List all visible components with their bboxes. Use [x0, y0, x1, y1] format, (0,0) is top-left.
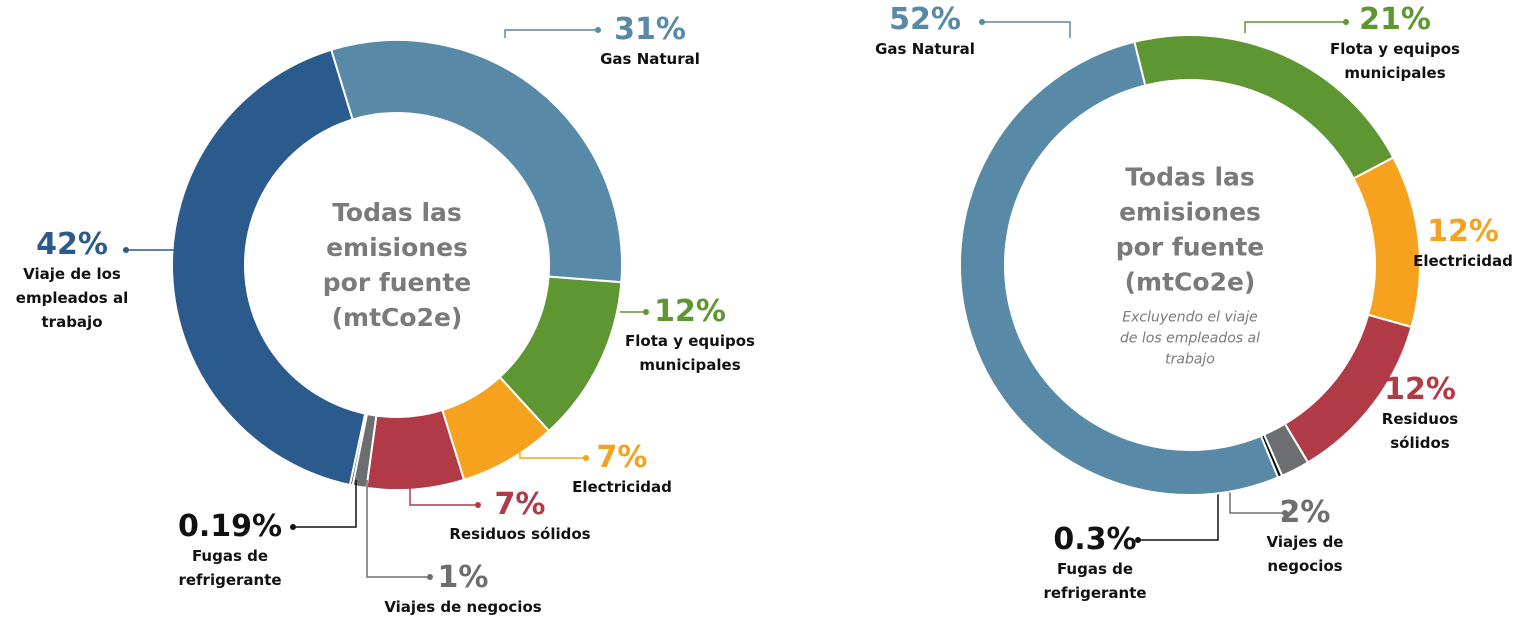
center-text: Todas las emisiones por fuente (mtCo2e) E… — [1115, 160, 1265, 371]
value-label: 21% — [1359, 2, 1431, 37]
value-label: 7% — [494, 487, 546, 522]
value-label: 2% — [1279, 495, 1331, 530]
slice-label: 2% Viajes de negocios — [1250, 496, 1360, 578]
category-label: Viajes de negocios — [384, 598, 542, 616]
value-label: 0.3% — [1053, 522, 1137, 557]
category-label: Gas Natural — [600, 50, 700, 68]
slice-label: 7% Electricidad — [552, 441, 692, 499]
category-label: Viajes de negocios — [1266, 533, 1344, 575]
leader-line — [519, 440, 586, 459]
value-label: 42% — [36, 227, 108, 262]
value-label: 12% — [654, 294, 726, 329]
leader-dot — [1282, 510, 1288, 516]
leader-line — [504, 29, 598, 38]
slice-label: 42% Viaje de los empleados al trabajo — [2, 228, 142, 334]
leader-dot — [1135, 537, 1141, 543]
value-label: 12% — [1427, 214, 1499, 249]
slice-label: 12% Flota y equipos municipales — [615, 295, 765, 377]
category-label: Viaje de los empleados al trabajo — [15, 265, 129, 331]
category-label: Fugas de refrigerante — [178, 547, 282, 589]
category-label: Fugas de refrigerante — [1043, 560, 1147, 602]
leader-dot — [1409, 232, 1415, 238]
category-label: Residuos sólidos — [449, 525, 591, 543]
value-label: 7% — [596, 440, 648, 475]
category-label: Electricidad — [1413, 252, 1513, 270]
slice-label: 12% Electricidad — [1398, 215, 1528, 273]
category-label: Electricidad — [572, 478, 672, 496]
category-label: Gas Natural — [875, 40, 975, 58]
slice-label: 31% Gas Natural — [580, 13, 720, 71]
donut-slice — [171, 48, 367, 487]
leader-dot — [290, 524, 296, 530]
slice-label: 21% Flota y equipos municipales — [1320, 3, 1470, 85]
leader-dot — [583, 455, 589, 461]
value-label: 12% — [1384, 372, 1456, 407]
leader-line — [982, 21, 1071, 38]
leader-dot — [123, 247, 129, 253]
value-label: 1% — [437, 560, 489, 595]
chart-title: Todas las emisiones por fuente (mtCo2e) — [322, 198, 472, 332]
leader-dot — [979, 19, 985, 25]
category-label: Flota y equipos municipales — [625, 332, 755, 374]
slice-label: 52% Gas Natural — [855, 3, 995, 61]
leader-dot — [427, 574, 433, 580]
leader-line — [1244, 21, 1346, 33]
donut-slice — [329, 39, 623, 284]
slice-label: 0.19% Fugas de refrigerante — [170, 510, 290, 592]
leader-dot — [475, 502, 481, 508]
chart-title: Todas las emisiones por fuente (mtCo2e) — [1115, 162, 1265, 297]
chart-subtitle: Excluyendo el viaje de los empleados al … — [1119, 309, 1261, 368]
slice-label: 1% Viajes de negocios — [378, 561, 548, 619]
leader-dot — [643, 309, 649, 315]
leader-dot — [595, 27, 601, 33]
leader-line — [366, 480, 430, 578]
center-text: Todas las emisiones por fuente (mtCo2e) — [312, 195, 482, 335]
leader-dot — [1369, 392, 1375, 398]
leader-line — [409, 478, 478, 506]
leader-line — [293, 480, 357, 528]
slice-label: 7% Residuos sólidos — [435, 488, 605, 546]
slice-label: 12% Residuos sólidos — [1360, 373, 1480, 455]
slice-label: 0.3% Fugas de refrigerante — [1035, 523, 1155, 605]
category-label: Residuos sólidos — [1381, 410, 1459, 452]
value-label: 31% — [614, 12, 686, 47]
leader-dot — [1343, 19, 1349, 25]
value-label: 52% — [889, 2, 961, 37]
donut-slice — [959, 40, 1280, 496]
value-label: 0.19% — [177, 509, 283, 544]
category-label: Flota y equipos municipales — [1330, 40, 1460, 82]
